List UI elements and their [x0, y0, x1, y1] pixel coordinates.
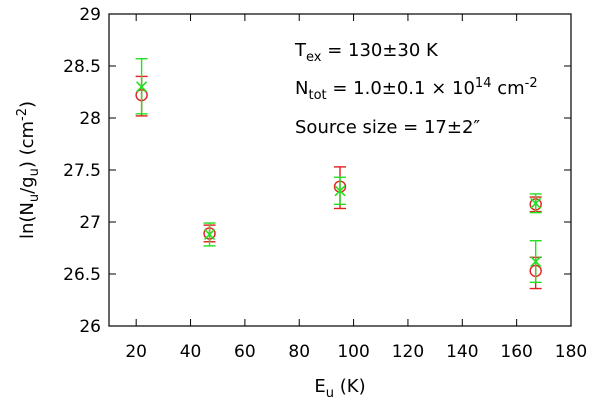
y-tick-labels: 26 26.5 27 27.5 28 28.5 29 [63, 5, 101, 337]
data-point-x [203, 228, 216, 241]
annotation-source-size: Source size = 17±2″ [295, 117, 480, 138]
data-point-x-stroke [203, 228, 216, 241]
x-tick-label: 120 [392, 342, 424, 362]
x-tick-label: 100 [337, 342, 369, 362]
data-point-x-stroke [136, 81, 148, 93]
data-point-x-stroke [530, 197, 542, 209]
x-tick-label: 60 [234, 342, 256, 362]
x-tick-labels: 20 40 60 80 100 120 140 160 180 [125, 342, 587, 362]
x-tick-label: 80 [288, 342, 310, 362]
y-tick-label: 26.5 [63, 265, 101, 285]
annotation-ntot: Ntot = 1.0±0.1 × 1014 cm-2 [295, 76, 538, 103]
y-tick-label: 28.5 [63, 57, 101, 77]
y-tick-label: 28 [79, 109, 101, 129]
data-point-x [334, 185, 346, 197]
x-tick-label: 20 [125, 342, 147, 362]
data-point-x-stroke [530, 255, 542, 268]
series-x [135, 58, 542, 284]
data-point-x [530, 255, 542, 268]
data-point-x [530, 197, 542, 209]
y-tick-label: 29 [79, 5, 101, 25]
y-tick-label: 27 [79, 213, 101, 233]
x-axis-label: Eu (K) [314, 376, 365, 401]
data-point-x-stroke [334, 185, 346, 197]
axis-ticks [109, 13, 572, 327]
x-tick-label: 160 [500, 342, 532, 362]
x-tick-label: 180 [555, 342, 587, 362]
series-circle [135, 75, 542, 290]
data-series [135, 58, 542, 290]
y-tick-label: 26 [79, 317, 101, 337]
x-tick-label: 40 [180, 342, 202, 362]
x-tick-label: 140 [446, 342, 478, 362]
annotation-tex: Tex = 130±30 K [294, 40, 439, 65]
y-tick-label: 27.5 [63, 161, 101, 181]
y-axis-label: ln(Nu/gu) (cm-2) [15, 101, 42, 239]
data-point-x [136, 81, 148, 93]
